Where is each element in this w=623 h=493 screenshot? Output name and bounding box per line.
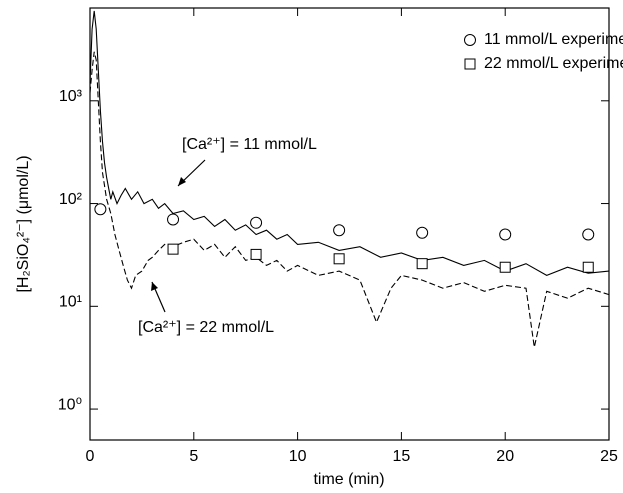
- x-tick-label: 5: [189, 448, 198, 465]
- x-tick-label: 25: [600, 448, 618, 465]
- legend-label: 11 mmol/L experiment: [484, 31, 623, 48]
- square-marker: [250, 248, 262, 260]
- circle-marker: [94, 203, 107, 216]
- circle-marker: [582, 228, 595, 241]
- y-axis-label: [H₂SiO₄²⁻] (μmol/L): [15, 155, 32, 292]
- legend-label: 22 mmol/L experiment: [484, 55, 623, 72]
- square-marker: [167, 243, 179, 255]
- line: [89, 51, 610, 348]
- y-tick-label: 10²: [59, 191, 83, 208]
- circle-marker: [167, 213, 180, 226]
- square-marker: [499, 261, 511, 273]
- y-tick-label: 10⁰: [58, 396, 82, 413]
- annotation-arrowhead: [151, 282, 158, 291]
- x-tick-label: 0: [86, 448, 95, 465]
- y-tick-label: 10³: [59, 88, 83, 105]
- circle-marker: [499, 228, 512, 241]
- square-marker: [416, 258, 428, 270]
- square-marker: [582, 261, 594, 273]
- x-axis-label: time (min): [313, 471, 384, 488]
- square-marker: [333, 253, 345, 265]
- x-tick-label: 10: [289, 448, 307, 465]
- y-tick-label: 10¹: [59, 294, 82, 311]
- legend-marker: [464, 34, 476, 46]
- line: [89, 10, 610, 277]
- circle-marker: [250, 216, 263, 229]
- x-tick-label: 20: [496, 448, 514, 465]
- circle-marker: [333, 224, 346, 237]
- x-tick-label: 15: [393, 448, 411, 465]
- annotation-arrowhead: [178, 177, 186, 186]
- annotation: [Ca²⁺] = 22 mmol/L: [138, 319, 274, 336]
- circle-marker: [416, 226, 429, 239]
- plot-frame: [89, 7, 610, 441]
- annotation: [Ca²⁺] = 11 mmol/L: [182, 136, 317, 153]
- legend-marker: [464, 58, 476, 70]
